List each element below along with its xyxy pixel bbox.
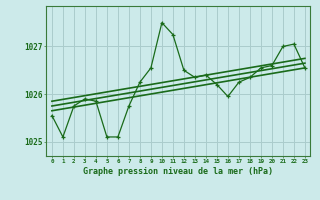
X-axis label: Graphe pression niveau de la mer (hPa): Graphe pression niveau de la mer (hPa) xyxy=(84,167,273,176)
